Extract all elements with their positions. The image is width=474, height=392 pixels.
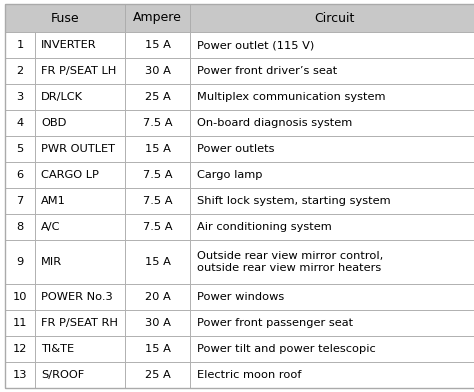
Text: 7.5 A: 7.5 A: [143, 118, 172, 128]
Text: PWR OUTLET: PWR OUTLET: [41, 144, 115, 154]
Text: POWER No.3: POWER No.3: [41, 292, 113, 302]
Text: 2: 2: [17, 66, 24, 76]
Text: Cargo lamp: Cargo lamp: [197, 170, 263, 180]
Text: 7.5 A: 7.5 A: [143, 196, 172, 206]
Text: FR P/SEAT LH: FR P/SEAT LH: [41, 66, 117, 76]
Text: 15 A: 15 A: [145, 40, 171, 50]
Text: 8: 8: [17, 222, 24, 232]
Text: 30 A: 30 A: [145, 66, 171, 76]
Text: 15 A: 15 A: [145, 344, 171, 354]
Text: Air conditioning system: Air conditioning system: [197, 222, 332, 232]
Text: 15 A: 15 A: [145, 257, 171, 267]
Text: 1: 1: [17, 40, 24, 50]
Text: 15 A: 15 A: [145, 144, 171, 154]
Text: DR/LCK: DR/LCK: [41, 92, 83, 102]
Text: Power outlets: Power outlets: [197, 144, 274, 154]
Text: 20 A: 20 A: [145, 292, 170, 302]
Text: FR P/SEAT RH: FR P/SEAT RH: [41, 318, 118, 328]
Text: Power outlet (115 V): Power outlet (115 V): [197, 40, 314, 50]
Text: 30 A: 30 A: [145, 318, 171, 328]
Text: 5: 5: [17, 144, 24, 154]
Text: INVERTER: INVERTER: [41, 40, 97, 50]
Text: OBD: OBD: [41, 118, 66, 128]
Text: 7.5 A: 7.5 A: [143, 170, 172, 180]
Text: Electric moon roof: Electric moon roof: [197, 370, 301, 380]
Text: 3: 3: [17, 92, 24, 102]
Text: 10: 10: [13, 292, 27, 302]
Text: MIR: MIR: [41, 257, 62, 267]
Text: TI&TE: TI&TE: [41, 344, 74, 354]
Text: Circuit: Circuit: [314, 11, 355, 25]
Text: CARGO LP: CARGO LP: [41, 170, 99, 180]
Text: AM1: AM1: [41, 196, 66, 206]
Text: 25 A: 25 A: [145, 92, 170, 102]
Text: Power front passenger seat: Power front passenger seat: [197, 318, 353, 328]
Text: 11: 11: [13, 318, 27, 328]
Text: Power front driver’s seat: Power front driver’s seat: [197, 66, 337, 76]
Text: Multiplex communication system: Multiplex communication system: [197, 92, 385, 102]
Text: 12: 12: [13, 344, 27, 354]
Text: S/ROOF: S/ROOF: [41, 370, 84, 380]
Text: On-board diagnosis system: On-board diagnosis system: [197, 118, 352, 128]
Text: Power windows: Power windows: [197, 292, 284, 302]
Text: 7.5 A: 7.5 A: [143, 222, 172, 232]
Text: Power tilt and power telescopic: Power tilt and power telescopic: [197, 344, 376, 354]
Text: 4: 4: [17, 118, 24, 128]
Text: A/C: A/C: [41, 222, 61, 232]
Text: 13: 13: [13, 370, 27, 380]
Text: 6: 6: [17, 170, 24, 180]
Text: 25 A: 25 A: [145, 370, 170, 380]
Text: Ampere: Ampere: [133, 11, 182, 25]
Text: 9: 9: [17, 257, 24, 267]
Text: Outside rear view mirror control,
outside rear view mirror heaters: Outside rear view mirror control, outsid…: [197, 251, 383, 273]
Text: 7: 7: [17, 196, 24, 206]
Text: Shift lock system, starting system: Shift lock system, starting system: [197, 196, 391, 206]
Text: Fuse: Fuse: [51, 11, 79, 25]
